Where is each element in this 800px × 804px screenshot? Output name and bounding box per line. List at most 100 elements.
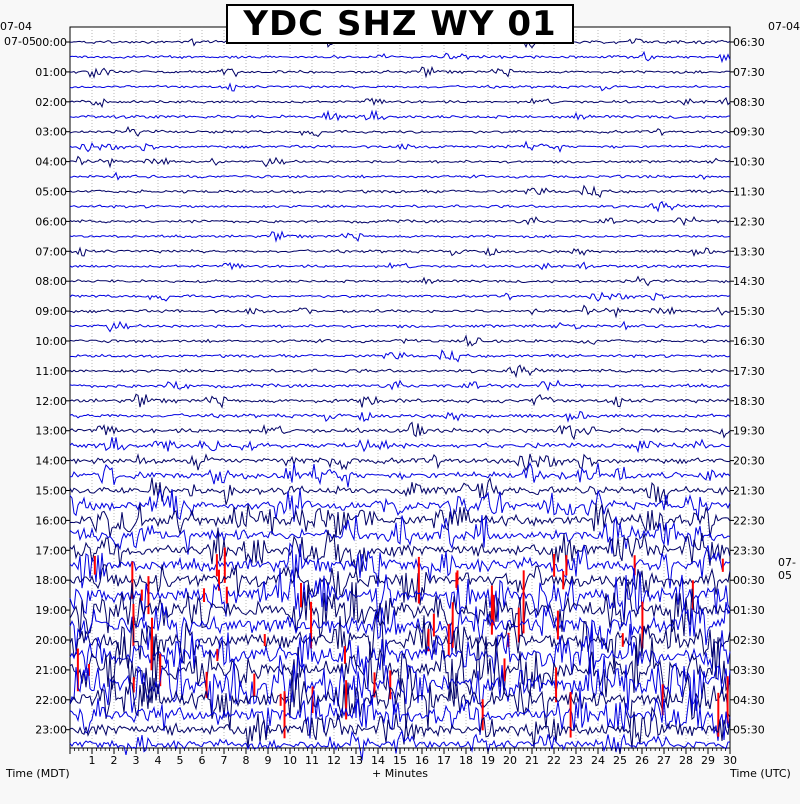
left-hour-label: 09:00 [35,305,67,318]
right-hour-label: 07:30 [733,66,765,79]
minute-tick-label: 2 [111,754,118,767]
left-hour-label: 01:00 [35,66,67,79]
seismic-trace [69,421,731,441]
right-hour-label: 14:30 [733,275,765,288]
seismic-trace [69,687,731,741]
right-hour-label: 16:30 [733,335,765,348]
right-date-top: 07-04 [768,20,800,33]
right-hour-label: 03:30 [733,664,765,677]
seismic-trace [69,410,731,423]
right-hour-label: 04:30 [733,694,765,707]
minute-tick-label: 17 [437,754,451,767]
right-hour-label: 17:30 [733,365,765,378]
seismic-trace [69,140,730,153]
left-hour-label: 10:00 [35,335,67,348]
left-hour-label: 04:00 [35,156,67,169]
left-hour-label: 23:00 [35,724,67,737]
right-hour-label: 21:30 [733,485,765,498]
seismic-trace [69,542,731,589]
right-hour-label: 23:30 [733,544,765,557]
right-hour-label: 22:30 [733,514,765,527]
minute-tick-label: 23 [569,754,583,767]
minute-tick-label: 15 [393,754,407,767]
x-axis-label: + Minutes [372,767,429,780]
left-hour-label: 02:00 [35,96,67,109]
minute-tick-label: 10 [283,754,297,767]
seismic-trace [69,246,731,257]
seismic-trace [69,82,731,92]
right-hour-label: 19:30 [733,425,765,438]
left-hour-label: 22:00 [35,694,67,707]
seismic-trace [69,706,731,749]
left-date-row0: 07-05 [4,35,36,48]
seismic-trace [69,488,731,522]
seismic-trace [69,275,731,287]
seismic-trace [69,200,730,213]
minute-tick-label: 5 [177,754,184,767]
minute-tick-label: 29 [701,754,715,767]
seismic-trace [70,65,731,79]
minute-tick-label: 19 [481,754,495,767]
right-hour-label: 11:30 [733,186,765,199]
left-hour-label: 11:00 [35,365,67,378]
minute-tick-label: 8 [243,754,250,767]
left-hour-label: 20:00 [35,634,67,647]
seismic-trace [69,291,731,302]
minute-tick-label: 4 [155,754,162,767]
seismic-trace [69,527,731,573]
right-hour-label: 08:30 [733,96,765,109]
seismic-trace [69,476,731,505]
left-hour-label: 21:00 [35,664,67,677]
minute-tick-label: 20 [503,754,517,767]
right-hour-label: 05:30 [733,724,765,737]
minute-tick-label: 28 [679,754,693,767]
seismic-trace [69,393,731,409]
minute-tick-label: 13 [349,754,363,767]
seismic-trace [69,155,731,169]
seismic-trace [69,320,731,333]
minute-tick-label: 26 [635,754,649,767]
minute-tick-label: 3 [133,754,140,767]
right-hour-label: 18:30 [733,395,765,408]
right-hour-label: 15:30 [733,305,765,318]
left-hour-label: 18:00 [35,574,67,587]
left-hour-label: 00:00 [35,36,67,49]
seismic-trace [69,216,731,227]
minute-tick-label: 12 [327,754,341,767]
seismic-trace [69,379,731,392]
seismic-trace [69,564,731,606]
left-date-top: 07-04 [0,20,32,33]
right-hour-label: 02:30 [733,634,765,647]
seismic-trace [69,109,731,122]
minute-tick-label: 7 [221,754,228,767]
minute-tick-label: 6 [199,754,206,767]
left-hour-label: 05:00 [35,186,67,199]
right-hour-label: 10:30 [733,156,765,169]
seismic-trace [69,654,731,719]
seismic-trace [69,461,731,488]
minute-tick-label: 24 [591,754,605,767]
left-axis-title: Time (MDT) [6,767,70,780]
seismic-trace [69,636,731,703]
minute-tick-label: 1 [89,754,96,767]
right-hour-label: 09:30 [733,126,765,139]
left-hour-label: 15:00 [35,485,67,498]
right-hour-label: 12:30 [733,215,765,228]
left-hour-label: 12:00 [35,395,67,408]
left-hour-label: 16:00 [35,514,67,527]
left-hour-label: 07:00 [35,245,67,258]
seismic-trace [69,567,731,623]
minute-tick-label: 14 [371,754,385,767]
seismic-trace [69,184,731,199]
right-hour-label: 06:30 [733,36,765,49]
seismic-trace [69,125,731,138]
minute-tick-label: 22 [547,754,561,767]
right-hour-label: 00:30 [733,574,765,587]
left-hour-label: 13:00 [35,425,67,438]
seismic-trace [69,349,731,363]
right-axis-title: Time (UTC) [730,767,791,780]
seismic-trace [69,364,731,379]
right-date-mid: 07-05 [778,556,796,582]
